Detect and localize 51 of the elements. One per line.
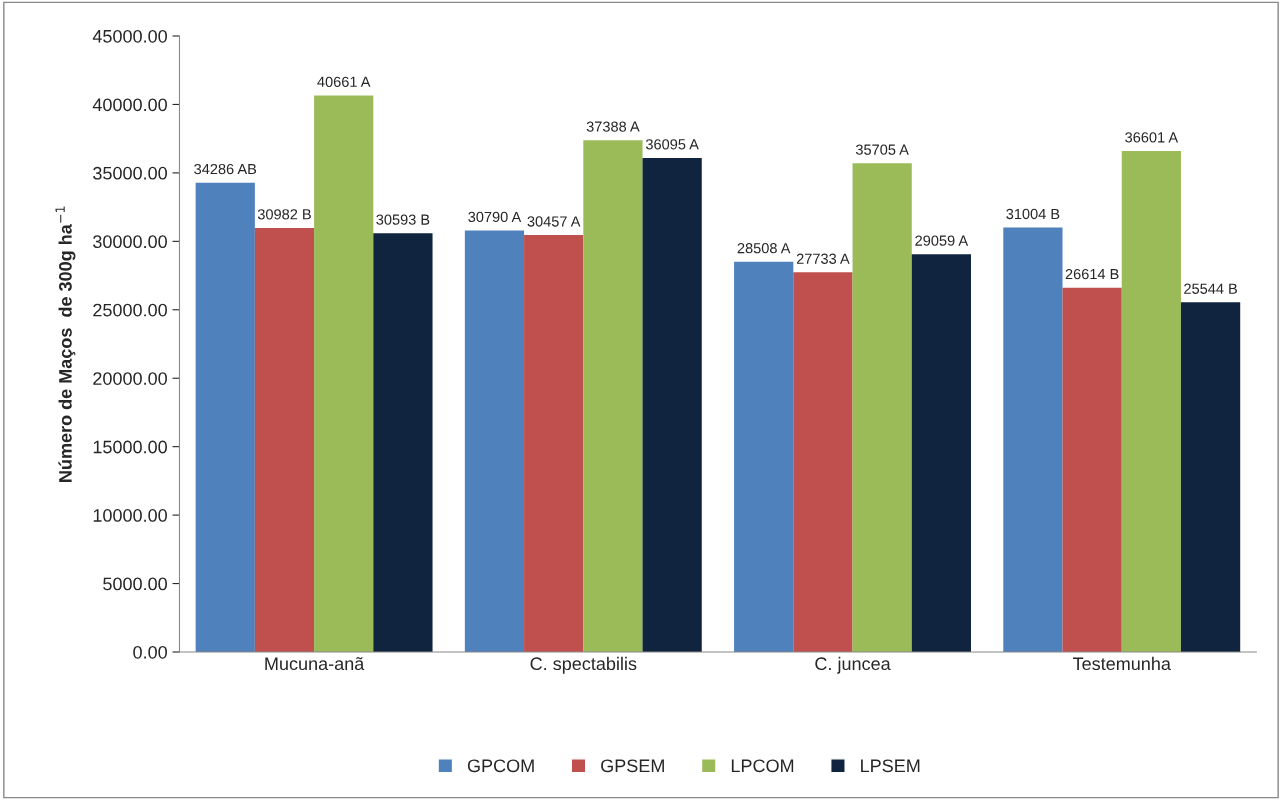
y-tick-label: 45000.00 <box>92 29 167 43</box>
y-axis-title: Número de Maços de 300g ha$^{−1}$ <box>55 206 76 482</box>
bar <box>642 157 702 652</box>
legend-label: GPCOM <box>467 759 534 773</box>
y-tick-label: 35000.00 <box>93 166 167 180</box>
bar <box>1121 150 1181 652</box>
data-label: 30790 A <box>468 211 522 223</box>
y-tick-label: 15000.00 <box>93 440 167 454</box>
y-tick-label: 0.00 <box>133 645 167 659</box>
data-label: 27733 A <box>796 253 850 264</box>
data-label: 36601 A <box>1125 132 1179 143</box>
y-tick-label: 40000.00 <box>92 98 167 112</box>
y-tick-label: 10000.00 <box>93 509 167 522</box>
data-label: 30982 B <box>257 209 311 220</box>
bar <box>734 261 794 652</box>
data-label: 30457 A <box>527 216 581 227</box>
bar <box>852 163 912 652</box>
x-tick-label: C. juncea <box>815 656 891 674</box>
bar <box>373 233 433 652</box>
x-tick-label: C. spectabilis <box>530 656 637 674</box>
bar <box>1003 227 1063 652</box>
bar <box>195 182 255 652</box>
legend-label: GPSEM <box>601 759 664 773</box>
bar <box>524 235 584 652</box>
data-label: 37388 A <box>586 121 640 132</box>
data-label: 28508 A <box>737 242 791 254</box>
y-tick-label: 25000.00 <box>93 303 167 317</box>
x-tick-label: Testemunha <box>1072 656 1171 671</box>
data-label: 36095 A <box>645 139 699 150</box>
bar <box>911 254 971 652</box>
y-tick-label: 5000.00 <box>103 577 167 591</box>
bar <box>314 95 374 652</box>
legend-label: LPCOM <box>731 759 794 773</box>
bar <box>1062 287 1122 652</box>
legend-label: LPSEM <box>861 759 920 773</box>
data-label: 34286 AB <box>194 163 257 175</box>
y-tick-label: 20000.00 <box>93 372 167 385</box>
bar <box>254 227 315 652</box>
x-tick-label: Mucuna-anã <box>265 656 365 671</box>
data-label: 25544 B <box>1184 283 1237 294</box>
y-tick-label: 30000.00 <box>93 235 167 249</box>
data-label: 40661 A <box>317 76 371 87</box>
bar <box>1180 302 1241 652</box>
data-label: 26614 B <box>1065 268 1119 280</box>
data-label: 35705 A <box>855 144 909 155</box>
bar <box>793 272 853 652</box>
data-label: 31004 B <box>1006 208 1060 220</box>
data-label: 29059 A <box>915 235 969 246</box>
bar <box>583 140 643 652</box>
bar <box>464 230 525 652</box>
data-label: 30593 B <box>376 214 430 225</box>
